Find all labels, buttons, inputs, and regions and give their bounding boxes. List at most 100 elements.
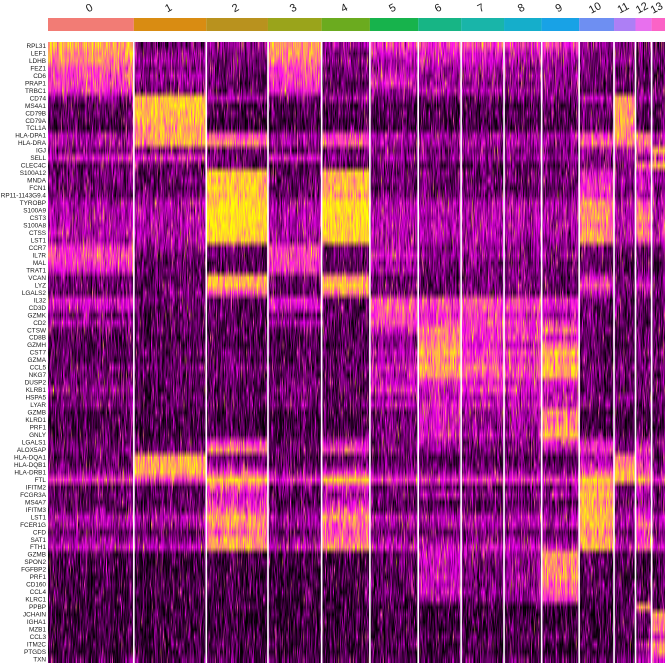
cluster-label-2: 2 bbox=[230, 2, 241, 15]
gene-label: TCL1A bbox=[26, 125, 47, 132]
cluster-label-6: 6 bbox=[433, 2, 444, 15]
gene-label: CTSS bbox=[29, 230, 46, 237]
cluster-label-3: 3 bbox=[288, 2, 299, 15]
cluster-bar-10 bbox=[579, 18, 615, 31]
gene-label: CD8B bbox=[29, 335, 46, 342]
gene-label: CCL4 bbox=[30, 589, 47, 596]
gene-label: FCGR3A bbox=[20, 492, 47, 499]
gene-label: LST1 bbox=[31, 237, 47, 244]
gene-label: FGFBP2 bbox=[21, 567, 46, 574]
gene-label: GNLY bbox=[29, 432, 47, 439]
gene-label: DUSP2 bbox=[25, 380, 47, 387]
gene-label: RP11-1143G9.4 bbox=[1, 193, 47, 200]
gene-label: GZMB bbox=[28, 552, 46, 559]
cluster-bar-3 bbox=[267, 18, 322, 31]
gene-label: GZMA bbox=[28, 357, 47, 364]
gene-label: CD6 bbox=[33, 73, 46, 80]
cluster-bar-0 bbox=[48, 18, 134, 31]
gene-label: CD2 bbox=[33, 320, 46, 327]
gene-label: CCR7 bbox=[29, 245, 47, 252]
gene-label: FTH1 bbox=[30, 544, 46, 551]
gene-label: SELL bbox=[30, 155, 46, 162]
gene-labels: RPL31LEF1LDHBFEZ1CD6PRAP1TRBC1CD74MS4A1C… bbox=[1, 43, 47, 664]
gene-label: KLRC1 bbox=[25, 597, 46, 604]
gene-label: TYROBP bbox=[20, 200, 46, 207]
gene-label: CLEC4C bbox=[21, 163, 47, 170]
gene-label: RPL31 bbox=[26, 43, 46, 50]
gene-label: CD3D bbox=[29, 305, 47, 312]
gene-label: S100A12 bbox=[20, 170, 47, 177]
cluster-separators bbox=[133, 42, 653, 663]
cluster-bar-11 bbox=[614, 18, 636, 31]
cluster-bar-6 bbox=[418, 18, 462, 31]
heatmap-raster bbox=[48, 42, 665, 663]
gene-label: MAL bbox=[33, 260, 47, 267]
gene-label: KLRD1 bbox=[25, 417, 46, 424]
cluster-label-5: 5 bbox=[387, 2, 398, 15]
cluster-label-9: 9 bbox=[553, 2, 564, 15]
gene-label: PPBP bbox=[29, 604, 46, 611]
gene-label: LGALS1 bbox=[22, 439, 47, 446]
gene-label: IGHA1 bbox=[27, 619, 47, 626]
gene-label: CFD bbox=[33, 529, 47, 536]
gene-label: ITM2C bbox=[27, 642, 47, 649]
gene-label: CD79A bbox=[25, 118, 46, 125]
gene-label: LGALS2 bbox=[22, 290, 47, 297]
cluster-label-4: 4 bbox=[339, 2, 350, 15]
gene-label: NKG7 bbox=[29, 372, 47, 379]
cluster-label-12: 12 bbox=[634, 0, 650, 16]
gene-label: CST7 bbox=[30, 350, 47, 357]
gene-label: CD160 bbox=[26, 582, 46, 589]
cluster-bar-7 bbox=[461, 18, 505, 31]
cluster-bar-1 bbox=[133, 18, 207, 31]
gene-label: LYZ bbox=[35, 282, 46, 289]
gene-label: TRAT1 bbox=[26, 267, 46, 274]
gene-label: PRAP1 bbox=[25, 80, 46, 87]
gene-label: HLA-DQA1 bbox=[14, 454, 46, 461]
gene-label: CD74 bbox=[30, 95, 47, 102]
gene-label: PRF1 bbox=[30, 574, 47, 581]
cluster-bar-9 bbox=[541, 18, 580, 31]
cluster-bar-4 bbox=[321, 18, 370, 31]
heatmap-grid bbox=[48, 42, 665, 663]
gene-label: MS4A7 bbox=[25, 499, 46, 506]
gene-label: TRBC1 bbox=[25, 88, 46, 95]
gene-label: GZMK bbox=[28, 312, 47, 319]
gene-label: LDHB bbox=[29, 58, 46, 65]
gene-label: S100A8 bbox=[23, 223, 46, 230]
gene-label: CTSW bbox=[27, 327, 47, 334]
gene-label: LYAR bbox=[30, 402, 46, 409]
gene-label: CD79B bbox=[25, 110, 46, 117]
gene-label: IGJ bbox=[36, 148, 46, 155]
gene-label: FCER1G bbox=[20, 522, 46, 529]
gene-label: MNDA bbox=[27, 178, 47, 185]
cluster-bar-12 bbox=[635, 18, 652, 31]
cluster-bar-13 bbox=[651, 18, 665, 31]
gene-label: CST3 bbox=[30, 215, 47, 222]
cluster-bar bbox=[48, 18, 665, 31]
gene-label: GZMB bbox=[28, 410, 46, 417]
cluster-label-0: 0 bbox=[84, 2, 95, 15]
cluster-label-1: 1 bbox=[163, 2, 174, 15]
gene-label: S100A9 bbox=[23, 208, 46, 215]
gene-label: PTGDS bbox=[24, 649, 46, 656]
gene-label: MZB1 bbox=[29, 627, 46, 634]
gene-label: VCAN bbox=[28, 275, 46, 282]
cluster-label-7: 7 bbox=[476, 2, 487, 15]
gene-label: ALOX5AP bbox=[17, 447, 46, 454]
cluster-label-8: 8 bbox=[516, 2, 527, 15]
gene-label: IFITM3 bbox=[26, 507, 47, 514]
gene-label: JCHAIN bbox=[23, 612, 46, 619]
gene-label: LEF1 bbox=[31, 50, 47, 57]
gene-label: FEZ1 bbox=[30, 65, 46, 72]
gene-label: LST1 bbox=[31, 514, 47, 521]
gene-label: FTL bbox=[35, 477, 47, 484]
gene-label: CCL5 bbox=[30, 365, 47, 372]
gene-label: HSPA5 bbox=[26, 395, 47, 402]
gene-label: KLRB1 bbox=[26, 387, 47, 394]
gene-label: HLA-DQB1 bbox=[14, 462, 46, 469]
gene-label: HLA-DPA1 bbox=[15, 133, 46, 140]
gene-label: HLA-DRA bbox=[18, 140, 47, 147]
gene-label: TXN bbox=[33, 656, 46, 663]
